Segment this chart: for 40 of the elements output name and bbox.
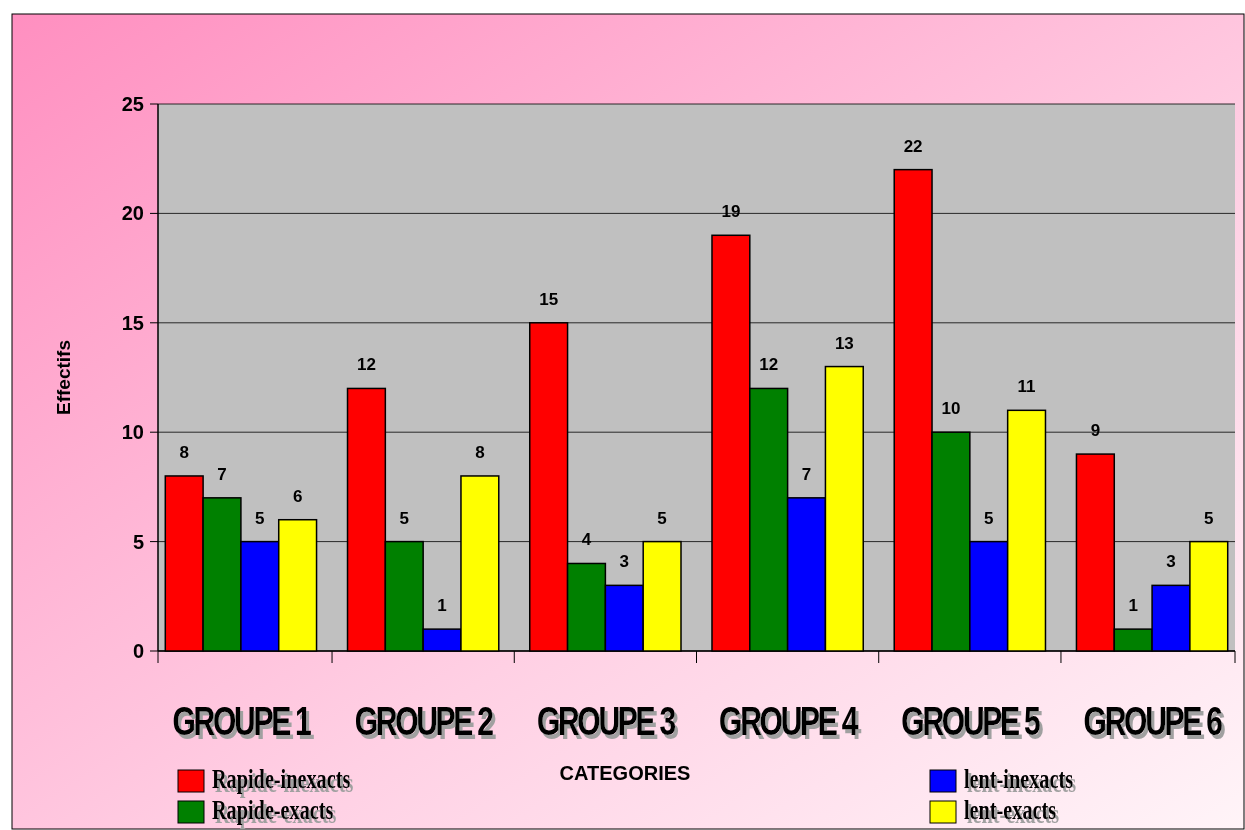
data-label: 5 bbox=[657, 508, 667, 528]
data-label: 6 bbox=[292, 486, 303, 506]
data-label: 11 bbox=[1017, 377, 1036, 397]
y-tick-label: 20 bbox=[121, 202, 144, 225]
data-label: 1 bbox=[437, 596, 447, 616]
y-tick-label: 25 bbox=[121, 93, 144, 115]
x-tick-label: GROUPE 6 bbox=[1083, 698, 1223, 743]
x-tick-label: GROUPE 3 bbox=[536, 698, 676, 743]
data-label: 12 bbox=[356, 355, 376, 375]
x-tick-label: GROUPE 2 bbox=[354, 698, 494, 743]
x-tick-label: GROUPE 4 bbox=[719, 698, 859, 743]
legend-label: lent-exacts bbox=[964, 795, 1057, 825]
legend-label: Rapide-inexacts bbox=[212, 764, 351, 794]
data-label: 3 bbox=[619, 552, 630, 572]
y-tick-label: 0 bbox=[132, 640, 144, 662]
data-label: 22 bbox=[903, 136, 923, 156]
data-label: 9 bbox=[1090, 421, 1101, 441]
data-label: 12 bbox=[759, 355, 779, 375]
data-label: 3 bbox=[1166, 552, 1176, 572]
legend-label: Rapide-exacts bbox=[212, 795, 334, 825]
data-label: 7 bbox=[801, 464, 812, 484]
data-label: 7 bbox=[217, 464, 227, 484]
data-label: 10 bbox=[941, 399, 961, 419]
data-label: 8 bbox=[475, 442, 485, 462]
data-label: 5 bbox=[1204, 508, 1214, 528]
x-tick-label: GROUPE 5 bbox=[901, 698, 1041, 743]
x-tick-label: GROUPE 1 bbox=[172, 698, 312, 743]
x-axis-title: CATEGORIES bbox=[559, 762, 691, 784]
data-label: 5 bbox=[255, 508, 265, 528]
y-axis-title: Effectifs bbox=[53, 340, 74, 415]
data-label: 15 bbox=[539, 289, 559, 309]
data-label: 8 bbox=[179, 442, 189, 462]
y-tick-label: 10 bbox=[121, 421, 144, 444]
data-label: 5 bbox=[984, 508, 994, 528]
data-label: 5 bbox=[399, 508, 409, 528]
data-label: 13 bbox=[834, 333, 854, 353]
y-tick-label: 15 bbox=[121, 311, 144, 334]
legend-label: lent-inexacts bbox=[964, 764, 1074, 794]
data-label: 1 bbox=[1128, 596, 1138, 616]
y-tick-label: 5 bbox=[132, 530, 144, 553]
